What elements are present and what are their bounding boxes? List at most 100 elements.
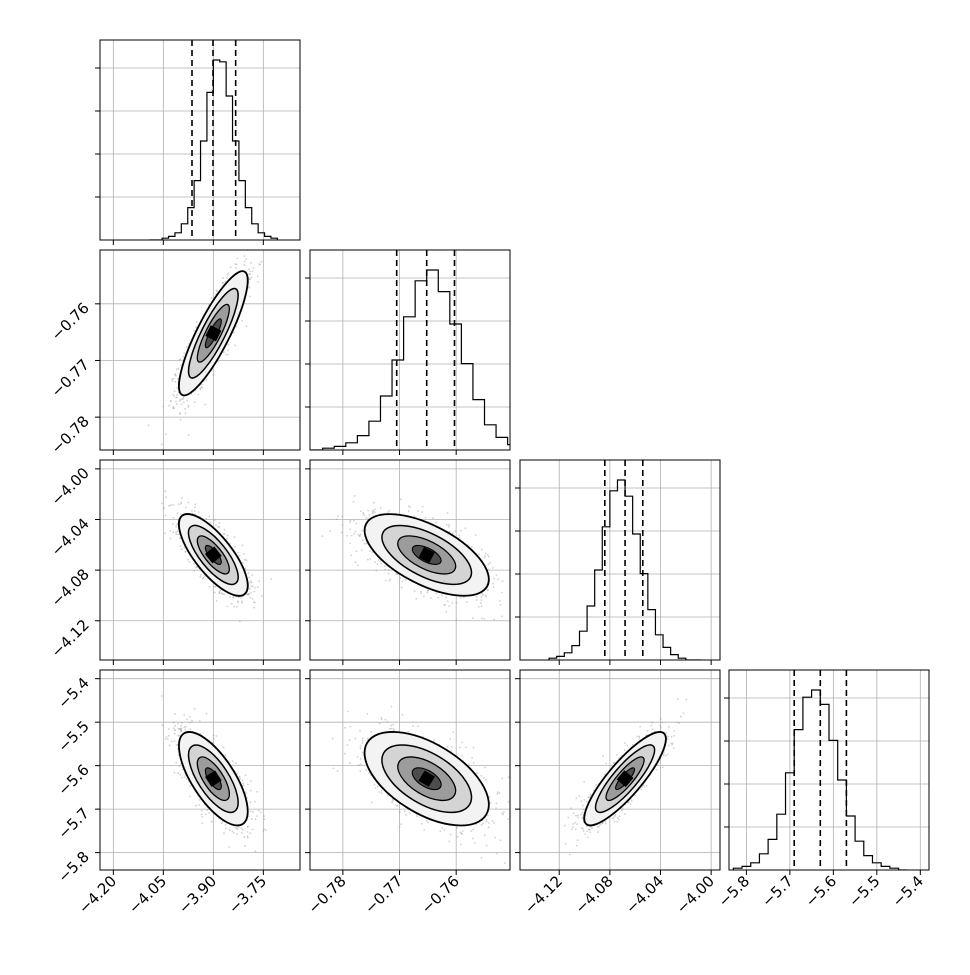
scatter-point: [180, 419, 182, 421]
scatter-point: [349, 543, 351, 545]
scatter-point: [218, 526, 220, 528]
scatter-point: [246, 325, 248, 327]
scatter-point: [455, 619, 457, 621]
scatter-point: [252, 271, 254, 273]
scatter-point: [194, 567, 196, 569]
scatter-point: [415, 598, 417, 600]
scatter-point: [214, 519, 216, 521]
scatter-point: [423, 595, 425, 597]
scatter-point: [381, 563, 383, 565]
scatter-point: [488, 556, 490, 558]
scatter-point: [194, 507, 196, 509]
scatter-point: [186, 346, 188, 348]
scatter-point: [242, 545, 244, 547]
panel-1-1: [305, 250, 542, 455]
scatter-point: [250, 592, 252, 594]
scatter-point: [257, 586, 259, 588]
scatter-point: [241, 602, 243, 604]
scatter-point: [148, 424, 150, 426]
scatter-point: [357, 564, 359, 566]
scatter-point: [223, 594, 225, 596]
scatter-point: [165, 515, 167, 517]
scatter-point: [254, 587, 256, 589]
y-tick-label: −4.00: [48, 464, 93, 509]
scatter-point: [465, 527, 467, 529]
scatter-point: [448, 526, 450, 528]
scatter-point: [355, 531, 357, 533]
scatter-point: [235, 267, 237, 269]
scatter-point: [165, 496, 167, 498]
scatter-point: [199, 576, 201, 578]
scatter-point: [233, 606, 235, 608]
scatter-point: [226, 277, 228, 279]
y-tick-label: −4.08: [48, 565, 93, 610]
scatter-point: [389, 510, 391, 512]
scatter-point: [421, 511, 423, 513]
scatter-point: [191, 510, 193, 512]
scatter-point: [176, 524, 178, 526]
scatter-point: [475, 534, 477, 536]
scatter-point: [484, 555, 486, 557]
scatter-point: [189, 561, 191, 563]
scatter-point: [362, 539, 364, 541]
panel-0-0: [95, 40, 300, 245]
y-tick-label: −4.04: [48, 515, 93, 560]
scatter-point: [172, 394, 174, 396]
scatter-point: [364, 543, 366, 545]
scatter-point: [483, 618, 485, 620]
scatter-point: [180, 358, 182, 360]
scatter-point: [181, 548, 183, 550]
scatter-point: [178, 503, 180, 505]
scatter-point: [476, 599, 478, 601]
scatter-point: [202, 577, 204, 579]
scatter-point: [376, 563, 378, 565]
scatter-point: [454, 530, 456, 532]
scatter-point: [353, 501, 355, 503]
panel-frame: [310, 250, 510, 450]
scatter-point: [218, 522, 220, 524]
scatter-point: [179, 400, 181, 402]
scatter-point: [489, 562, 491, 564]
scatter-point: [193, 563, 195, 565]
scatter-point: [161, 503, 163, 505]
scatter-point: [173, 395, 175, 397]
scatter-point: [175, 373, 177, 375]
scatter-point: [249, 582, 251, 584]
scatter-point: [460, 530, 462, 532]
scatter-point: [253, 591, 255, 593]
scatter-point: [361, 530, 363, 532]
scatter-point: [243, 255, 245, 257]
scatter-point: [446, 524, 448, 526]
scatter-point: [261, 595, 263, 597]
scatter-point: [224, 533, 226, 535]
scatter-point: [237, 601, 239, 603]
scatter-point: [248, 273, 250, 275]
scatter-point: [380, 507, 382, 509]
scatter-point: [186, 400, 188, 402]
scatter-point: [481, 605, 483, 607]
scatter-point: [189, 722, 191, 724]
scatter-point: [234, 345, 236, 347]
scatter-point: [437, 597, 439, 599]
scatter-point: [226, 606, 228, 608]
scatter-point: [249, 588, 251, 590]
scatter-point: [246, 559, 248, 561]
scatter-point: [356, 551, 358, 553]
scatter-point: [369, 550, 371, 552]
scatter-point: [175, 526, 177, 528]
scatter-point: [466, 601, 468, 603]
scatter-point: [488, 563, 490, 565]
scatter-point: [480, 599, 482, 601]
scatter-point: [360, 534, 362, 536]
scatter-point: [243, 553, 245, 555]
scatter-point: [185, 412, 187, 414]
scatter-point: [499, 600, 501, 602]
scatter-point: [185, 551, 187, 553]
scatter-point: [170, 530, 172, 532]
scatter-point: [445, 611, 447, 613]
scatter-point: [188, 434, 190, 436]
scatter-point: [448, 605, 450, 607]
scatter-point: [249, 296, 251, 298]
scatter-point: [388, 573, 390, 575]
scatter-point: [374, 509, 376, 511]
